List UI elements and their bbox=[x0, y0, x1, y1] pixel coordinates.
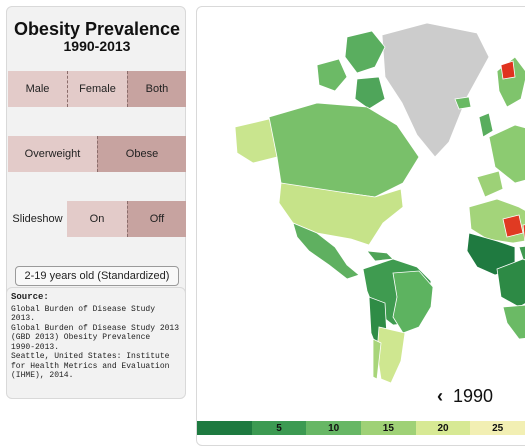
libya-country bbox=[502, 214, 524, 238]
slideshow-label: Slideshow bbox=[12, 213, 63, 225]
page-title: Obesity Prevalence bbox=[13, 19, 181, 39]
argentina-country bbox=[376, 326, 406, 384]
slideshow-option-on[interactable]: On bbox=[67, 201, 127, 237]
southern-africa-region bbox=[502, 304, 525, 340]
measure-option-overweight[interactable]: Overweight bbox=[8, 136, 97, 172]
world-map-panel bbox=[196, 6, 525, 446]
source-line: 1990-2013. bbox=[11, 342, 60, 352]
legend-cell: 5 bbox=[251, 421, 307, 435]
legend-cell: 20 bbox=[415, 421, 471, 435]
mexico-country bbox=[292, 222, 360, 280]
slideshow-toggle: Slideshow On Off bbox=[8, 201, 186, 237]
brazil-country bbox=[392, 270, 434, 334]
source-line: (GBD 2013) Obesity Prevalence bbox=[11, 333, 151, 342]
chile-country bbox=[372, 338, 382, 380]
measure-toggle: Overweight Obese bbox=[8, 136, 186, 172]
sex-option-both[interactable]: Both bbox=[127, 71, 186, 107]
uk-country bbox=[478, 112, 494, 138]
east-africa-region bbox=[518, 245, 525, 261]
iberia-region bbox=[476, 170, 504, 198]
world-map[interactable] bbox=[197, 7, 525, 446]
legend-cell bbox=[197, 421, 252, 435]
arctic-islands-country bbox=[344, 30, 386, 74]
source-line: (IHME), 2014. bbox=[11, 371, 74, 380]
red-highlight-country bbox=[500, 60, 516, 80]
arctic-islands-country bbox=[354, 76, 386, 110]
source-line: Global Burden of Disease Study 2013. bbox=[11, 304, 156, 324]
source-line: Global Burden of Disease Study 2013 bbox=[11, 323, 180, 333]
greenland-country bbox=[381, 22, 490, 158]
source-heading: Source: bbox=[11, 292, 49, 302]
previous-year-icon[interactable]: ‹ bbox=[437, 385, 443, 406]
legend-cell: 25 bbox=[470, 421, 525, 435]
caribbean-region bbox=[366, 250, 394, 262]
usa-country bbox=[278, 182, 404, 246]
color-legend: 5 10 15 20 25 bbox=[197, 421, 525, 435]
sex-toggle: Male Female Both bbox=[8, 71, 186, 107]
sex-option-female[interactable]: Female bbox=[67, 71, 127, 107]
slideshow-option-off[interactable]: Off bbox=[127, 201, 186, 237]
iceland-country bbox=[454, 96, 472, 110]
legend-cell: 15 bbox=[361, 421, 416, 435]
age-group-button[interactable]: 2-19 years old (Standardized) bbox=[15, 266, 179, 286]
source-box: Source: Global Burden of Disease Study 2… bbox=[6, 287, 186, 399]
year-navigator: ‹ 1990 bbox=[437, 384, 493, 408]
arctic-islands-country bbox=[316, 58, 348, 92]
measure-option-obese[interactable]: Obese bbox=[97, 136, 186, 172]
source-line: for Health Metrics and Evaluation bbox=[11, 361, 170, 371]
page-subtitle: 1990-2013 bbox=[63, 38, 131, 54]
source-line: Seattle, United States: Institute bbox=[11, 352, 170, 361]
canada-country bbox=[268, 102, 420, 198]
controls-panel: Obesity Prevalence 1990-2013 Male Female… bbox=[6, 6, 186, 298]
europe-region bbox=[488, 124, 525, 184]
sex-option-male[interactable]: Male bbox=[8, 71, 67, 107]
current-year: 1990 bbox=[453, 385, 494, 406]
legend-cell: 10 bbox=[306, 421, 362, 435]
